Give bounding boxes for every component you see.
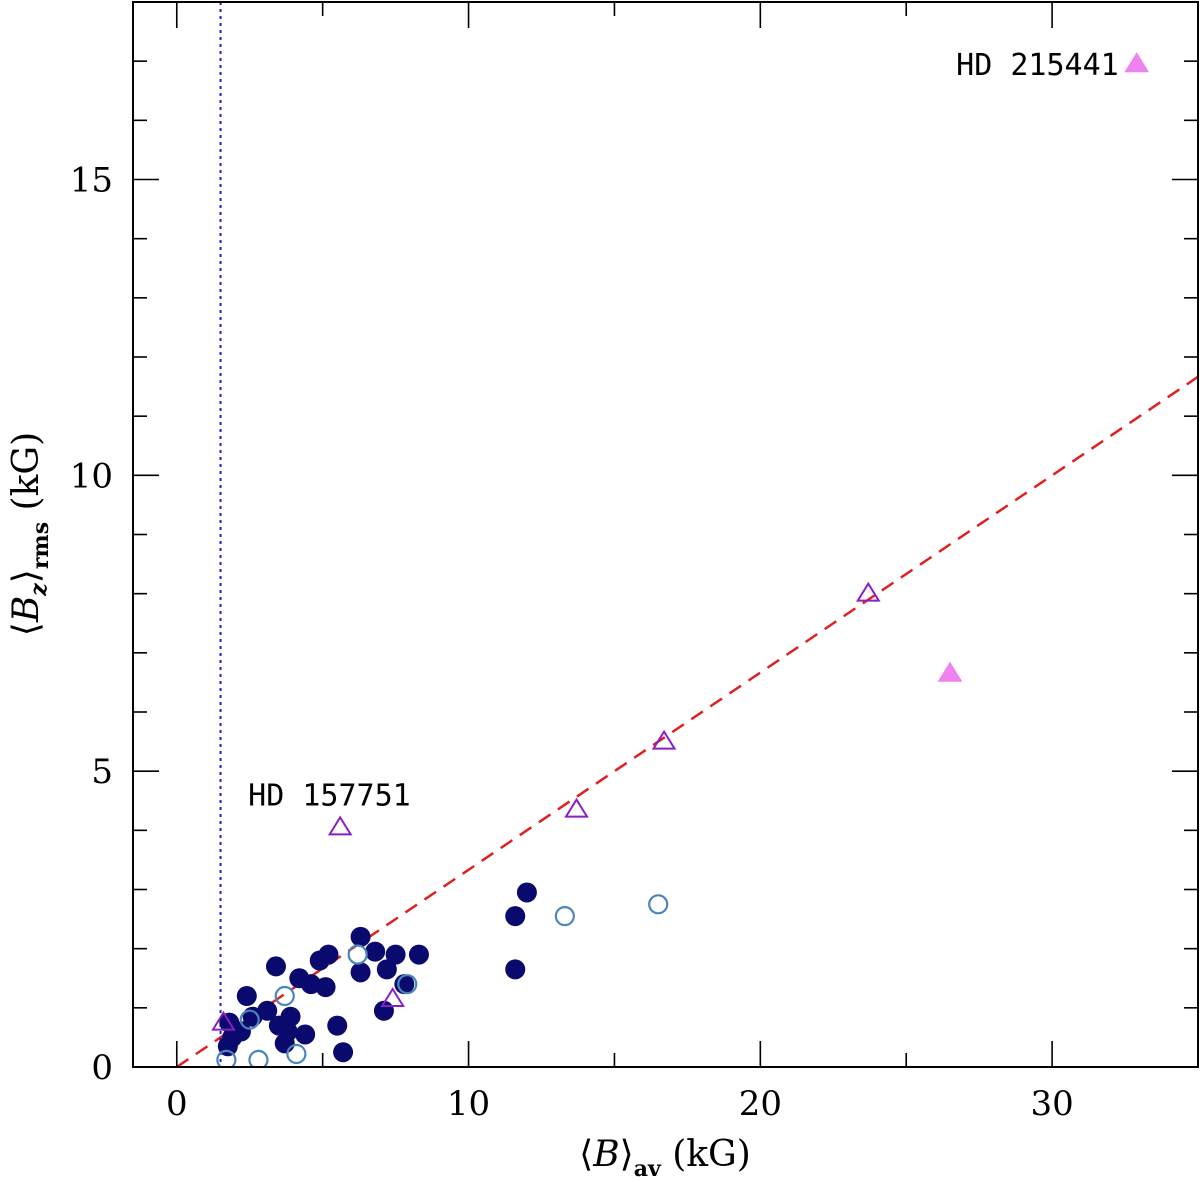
open-triangle-point-1 [211, 1010, 236, 1031]
filled-triangle-point-1 [937, 661, 963, 682]
open-triangle-point-2 [327, 815, 353, 836]
filled-circle-point-18 [318, 944, 339, 965]
y-tick-label-10: 10 [70, 456, 113, 496]
filled-circle-point-7 [257, 1000, 278, 1021]
filled-circle-point-25 [376, 959, 397, 980]
filled-circle-point-4 [230, 1021, 251, 1042]
filled-triangle-point-2 [1124, 52, 1150, 73]
filled-circle-point-30 [505, 959, 526, 980]
filled-circle-point-21 [350, 926, 371, 947]
filled-circle-point-20 [333, 1042, 354, 1063]
x-tick-label-0: 0 [166, 1084, 188, 1124]
y-axis-label: ⟨Bz⟩rms (kG) [6, 432, 54, 636]
open-triangle-point-6 [855, 581, 881, 602]
open-circles-series [216, 894, 669, 1067]
plot-area [176, 2, 1198, 1067]
open-circle-point-8 [554, 906, 575, 927]
x-tick-label-30: 30 [1030, 1084, 1073, 1124]
open-triangles-series [211, 581, 881, 1031]
open-circle-point-2 [239, 1009, 260, 1030]
open-circle-point-1 [216, 1049, 237, 1067]
open-circle-point-5 [286, 1043, 307, 1065]
x-tick-label-20: 20 [739, 1084, 782, 1124]
filled-circle-point-8 [265, 956, 286, 977]
annotation-hd-157751: HD 157751 [248, 778, 411, 813]
filled-circle-point-28 [408, 944, 429, 965]
filled-circle-point-29 [505, 906, 526, 927]
open-triangle-point-4 [564, 797, 589, 818]
open-triangle-point-3 [380, 987, 405, 1007]
filled-triangles-series [937, 52, 1150, 682]
x-axis-label: ⟨B⟩av (kG) [579, 1134, 751, 1182]
axes: HD 157751 HD 215441 0 10 20 30 5 10 15 0 ⟨B⟩av (kG… [6, 1, 1199, 1182]
y-tick-label-5: 5 [91, 752, 113, 792]
open-circle-point-3 [248, 1049, 269, 1067]
annotation-hd-215441: HD 215441 [956, 48, 1119, 83]
open-circle-point-9 [648, 894, 669, 915]
open-circle-point-4 [274, 985, 295, 1007]
y-tick-label-0: 0 [91, 1048, 113, 1088]
filled-circle-point-23 [365, 941, 386, 962]
filled-circles-series [217, 882, 537, 1063]
filled-circle-point-11 [280, 1006, 301, 1027]
filled-circle-point-22 [350, 962, 371, 983]
open-circle-point-6 [347, 944, 368, 965]
y-tick-label-15: 15 [70, 161, 113, 201]
open-circle-point-7 [397, 974, 418, 995]
filled-circle-point-17 [315, 977, 336, 998]
filled-circle-point-26 [385, 944, 406, 965]
x-tick-label-10: 10 [447, 1084, 490, 1124]
open-triangle-point-5 [651, 729, 677, 750]
filled-circle-point-12 [277, 1021, 298, 1042]
filled-circle-point-5 [236, 986, 257, 1006]
filled-circle-point-14 [295, 1024, 316, 1045]
filled-circle-point-31 [516, 882, 537, 903]
plot-frame [132, 1, 1199, 1068]
filled-circle-point-19 [327, 1015, 348, 1036]
